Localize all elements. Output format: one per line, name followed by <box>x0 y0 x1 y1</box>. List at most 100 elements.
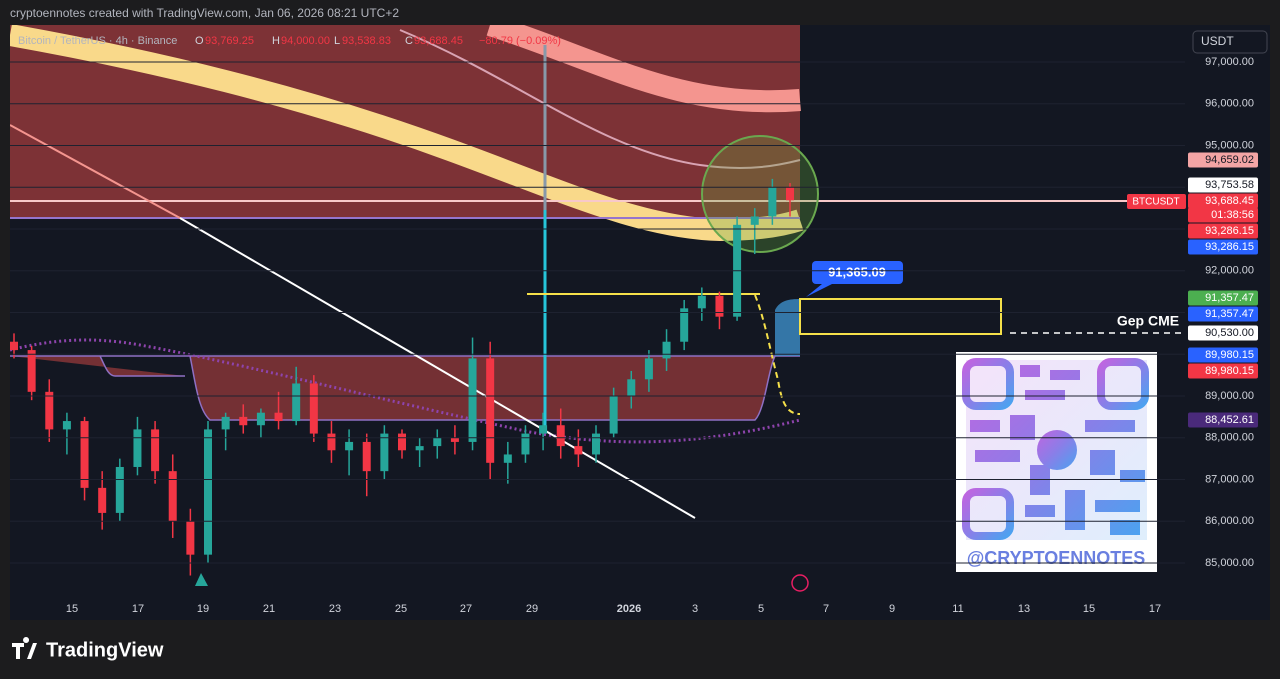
candle-body <box>274 412 283 422</box>
candle-body <box>750 216 759 225</box>
candle-body <box>115 466 124 513</box>
candle-body <box>98 487 107 513</box>
qr-finder <box>962 358 1014 410</box>
y-tick-label: 86,000.00 <box>1205 515 1254 527</box>
qr-modules <box>970 365 1145 535</box>
header-title: cryptoennotes created with TradingView.c… <box>10 6 399 20</box>
yellow-dash <box>754 294 801 415</box>
candle-body <box>362 441 371 472</box>
legend-h-label: H <box>272 35 280 47</box>
candle-body <box>168 471 177 522</box>
candle-body <box>697 295 706 309</box>
thin-band <box>399 29 801 169</box>
blue-shape <box>775 299 800 356</box>
price-tag-box <box>1188 306 1258 322</box>
x-tick-label: 17 <box>1149 603 1161 615</box>
price-tag: 01:38:56 <box>1211 209 1254 221</box>
candle-body <box>239 416 248 426</box>
qr-caption: @CRYPTOENNOTES <box>967 548 1146 568</box>
candle-body <box>521 433 530 455</box>
candle-body <box>186 521 195 555</box>
callout-pointer <box>806 284 832 297</box>
y-tick-label: 87,000.00 <box>1205 473 1254 485</box>
trend-line-pink <box>10 124 181 219</box>
legend-o-label: O <box>195 35 204 47</box>
candle-body <box>292 383 301 422</box>
candle-body <box>27 350 36 392</box>
symbol-tag: BTCUSDT <box>1132 197 1179 208</box>
candle-body <box>574 446 583 455</box>
y-tick-label: 96,000.00 <box>1205 98 1254 110</box>
currency-box[interactable] <box>1192 30 1268 54</box>
price-tag: 91,357.47 <box>1205 292 1254 304</box>
candle-body <box>345 441 354 451</box>
callout-box <box>812 261 903 284</box>
candle-body <box>644 358 653 380</box>
candle-body <box>256 412 265 426</box>
price-tag-box <box>1188 207 1258 223</box>
price-tag: 91,357.47 <box>1205 308 1254 320</box>
price-tag: 93,688.45 <box>1205 195 1254 207</box>
price-tag: 88,452.61 <box>1205 414 1254 426</box>
price-tag: 93,286.15 <box>1205 225 1254 237</box>
qr-finder <box>962 488 1014 540</box>
x-tick-label: 7 <box>823 603 829 615</box>
y-tick-label: 89,000.00 <box>1205 390 1254 402</box>
legend-c: 93,688.45 <box>414 35 463 47</box>
y-tick-label: 88,000.00 <box>1205 432 1254 444</box>
candle-body <box>45 391 54 430</box>
alert-icon[interactable] <box>791 574 809 592</box>
candle-body <box>592 433 600 455</box>
candle-body <box>80 421 89 488</box>
legend-l: 93,538.83 <box>342 35 391 47</box>
x-tick-label: 5 <box>758 603 764 615</box>
y-tick-label: 85,000.00 <box>1205 557 1254 569</box>
x-tick-label: 9 <box>889 603 895 615</box>
candle-body <box>415 446 424 451</box>
gap-label: Gep CME <box>1117 313 1179 329</box>
price-tag-box <box>1188 177 1258 193</box>
candle-body <box>627 379 636 397</box>
price-tag-box <box>1188 152 1258 168</box>
price-tag-box <box>1188 363 1258 379</box>
candle-body <box>327 433 336 451</box>
lower-zone <box>10 355 800 421</box>
legend-line: Bitcoin / TetherUS · 4h · Binance O 93,7… <box>18 35 561 47</box>
candle-body <box>380 433 389 472</box>
x-tick-label: 25 <box>395 603 407 615</box>
price-tag-box <box>1188 347 1258 363</box>
price-tag: 89,980.15 <box>1205 365 1254 377</box>
price-tag-box <box>1188 239 1258 255</box>
legend-change: −80.79 (−0.09%) <box>479 35 561 47</box>
footer-logo: TradingView <box>12 637 164 661</box>
legend-symbol: Bitcoin / TetherUS · 4h · Binance <box>18 35 177 47</box>
candle-body <box>662 341 671 359</box>
candle-body <box>539 425 548 434</box>
price-tag: 89,980.15 <box>1205 349 1254 361</box>
highlight-circle <box>701 135 819 253</box>
candle-body <box>786 187 794 201</box>
qr-card: @CRYPTOENNOTES <box>956 352 1157 572</box>
x-tick-label: 17 <box>132 603 144 615</box>
y-tick-label: 97,000.00 <box>1205 56 1254 68</box>
pink-band <box>486 25 801 113</box>
candle-body <box>503 454 512 463</box>
candle-body <box>309 383 318 434</box>
candle-body <box>221 416 230 430</box>
price-tag-box <box>1188 193 1258 209</box>
footer-brand: TradingView <box>46 639 164 661</box>
legend-c-label: C <box>405 35 413 47</box>
price-tag-box <box>1188 412 1258 428</box>
qr-finder <box>1097 358 1149 410</box>
candle-body <box>468 358 477 442</box>
x-tick-label: 11 <box>952 603 963 615</box>
price-tag-box <box>1188 290 1258 306</box>
x-tick-label: 27 <box>460 603 472 615</box>
price-tag: 94,659.02 <box>1205 154 1254 166</box>
x-tick-label: 15 <box>66 603 78 615</box>
logo-mark <box>12 637 37 659</box>
y-tick-label: 95,000.00 <box>1205 139 1254 151</box>
x-tick-label: 29 <box>526 603 538 615</box>
candle-body <box>450 437 459 442</box>
